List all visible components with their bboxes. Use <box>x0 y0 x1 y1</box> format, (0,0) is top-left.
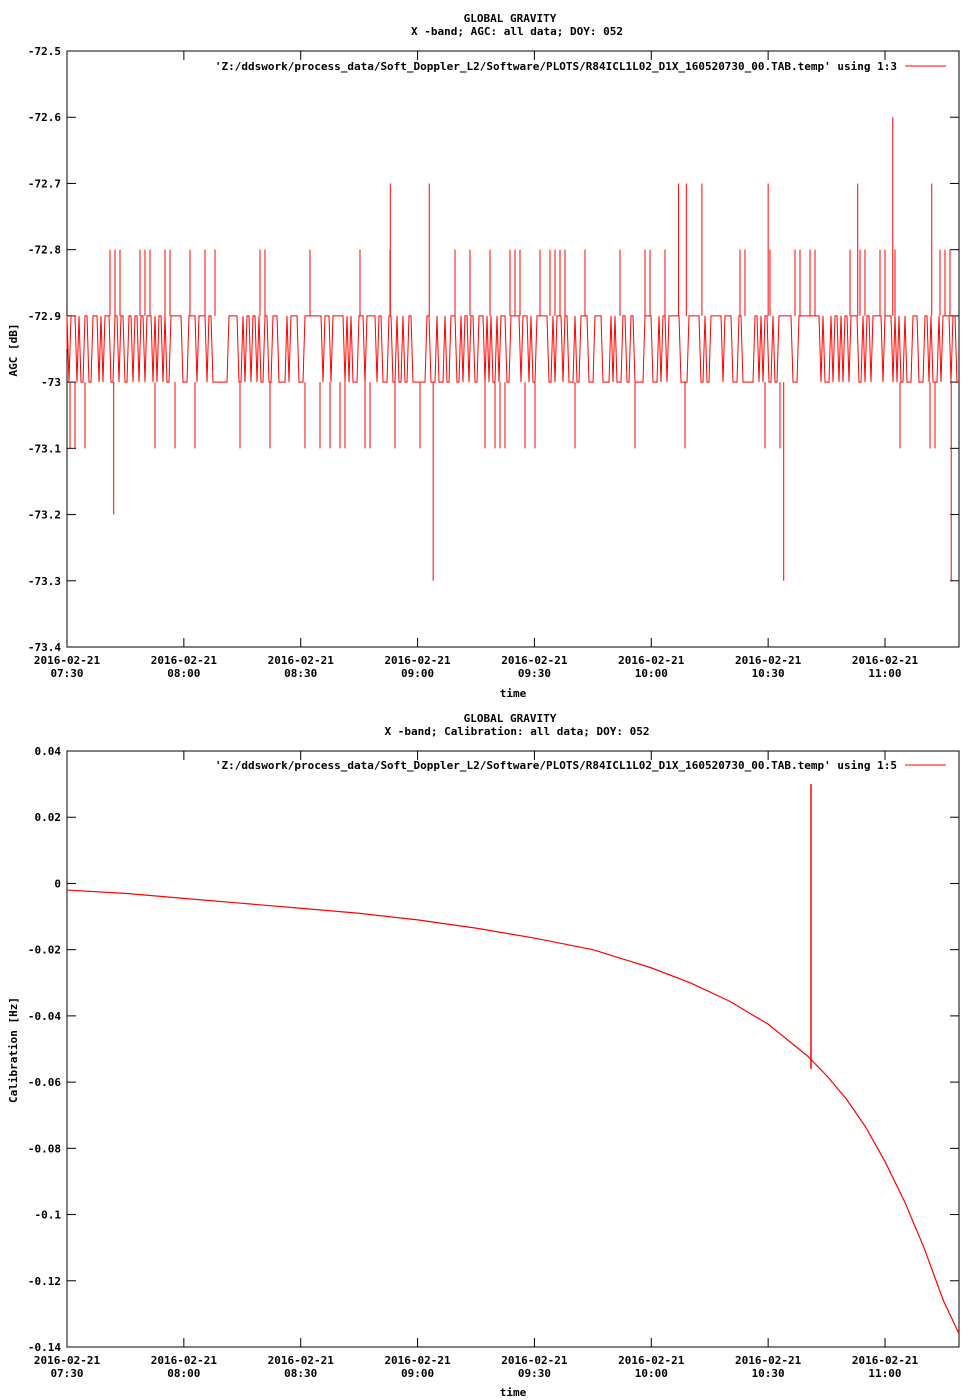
x-tick-label-time: 11:00 <box>868 667 901 680</box>
y-tick-label: -0.08 <box>28 1142 61 1155</box>
x-tick-label-date: 2016-02-21 <box>268 654 335 667</box>
agc-excursions <box>69 249 951 449</box>
y-tick-label: -72.5 <box>28 45 61 58</box>
cal-x-axis-label: time <box>500 1386 527 1399</box>
y-tick-label: -72.7 <box>28 177 61 190</box>
x-tick-label-date: 2016-02-21 <box>34 1354 101 1367</box>
x-tick-label-date: 2016-02-21 <box>501 1354 568 1367</box>
x-tick-label-time: 08:30 <box>284 667 317 680</box>
y-tick-label: -72.8 <box>28 244 61 257</box>
x-tick-label-date: 2016-02-21 <box>852 1354 919 1367</box>
y-tick-label: -0.02 <box>28 944 61 957</box>
agc-panel: GLOBAL GRAVITY X -band; AGC: all data; D… <box>7 12 960 700</box>
x-tick-label-time: 08:30 <box>284 1367 317 1380</box>
y-tick-label: -0.04 <box>28 1010 61 1023</box>
x-tick-label-time: 08:00 <box>167 1367 200 1380</box>
cal-subtitle: X -band; Calibration: all data; DOY: 052 <box>385 725 650 738</box>
x-tick-label-date: 2016-02-21 <box>151 654 218 667</box>
agc-series <box>66 117 959 581</box>
y-tick-label: -0.12 <box>28 1275 61 1288</box>
agc-x-axis-label: time <box>500 687 527 700</box>
x-tick-label-time: 10:30 <box>752 1367 785 1380</box>
cal-y-axis-label: Calibration [Hz] <box>7 997 20 1103</box>
calibration-trace <box>66 889 960 1335</box>
y-tick-label: -0.06 <box>28 1076 61 1089</box>
x-tick-label-date: 2016-02-21 <box>151 1354 218 1367</box>
agc-legend-label: 'Z:/ddswork/process_data/Soft_Doppler_L2… <box>215 60 897 73</box>
x-tick-label-date: 2016-02-21 <box>618 654 685 667</box>
agc-trace <box>66 315 959 383</box>
y-tick-label: -73.4 <box>28 641 61 654</box>
x-tick-label-date: 2016-02-21 <box>268 1354 335 1367</box>
cal-legend-label: 'Z:/ddswork/process_data/Soft_Doppler_L2… <box>215 759 897 772</box>
x-tick-label-time: 10:00 <box>635 1367 668 1380</box>
cal-title: GLOBAL GRAVITY <box>464 712 557 725</box>
agc-x-ticks: 2016-02-2107:302016-02-2108:002016-02-21… <box>34 51 919 680</box>
calibration-panel: GLOBAL GRAVITY X -band; Calibration: all… <box>7 712 960 1399</box>
y-tick-label: -0.1 <box>35 1209 62 1222</box>
x-tick-label-date: 2016-02-21 <box>384 1354 451 1367</box>
agc-title: GLOBAL GRAVITY <box>464 12 557 25</box>
y-tick-label: 0 <box>54 877 61 890</box>
x-tick-label-time: 09:30 <box>518 1367 551 1380</box>
x-tick-label-date: 2016-02-21 <box>384 654 451 667</box>
x-tick-label-time: 09:30 <box>518 667 551 680</box>
y-tick-label: -0.14 <box>28 1341 61 1354</box>
x-tick-label-time: 09:00 <box>401 667 434 680</box>
x-tick-label-date: 2016-02-21 <box>34 654 101 667</box>
y-tick-label: -73.2 <box>28 509 61 522</box>
x-tick-label-time: 07:30 <box>50 667 83 680</box>
y-tick-label: -73.3 <box>28 575 61 588</box>
x-tick-label-time: 10:00 <box>635 667 668 680</box>
agc-subtitle: X -band; AGC: all data; DOY: 052 <box>411 25 623 38</box>
cal-x-ticks: 2016-02-2107:302016-02-2108:002016-02-21… <box>34 751 919 1380</box>
y-tick-label: -73.1 <box>28 442 61 455</box>
x-tick-label-time: 11:00 <box>868 1367 901 1380</box>
agc-y-axis-label: AGC [dB] <box>7 324 20 377</box>
y-tick-label: -72.6 <box>28 111 61 124</box>
x-tick-label-date: 2016-02-21 <box>501 654 568 667</box>
cal-y-ticks: 0.04 0.02 0 -0.02 -0.04 -0.06 -0.08 -0.1 -0.12 -0… <box>28 745 959 1354</box>
x-tick-label-date: 2016-02-21 <box>735 654 802 667</box>
y-tick-label: 0.04 <box>35 745 62 758</box>
x-tick-label-date: 2016-02-21 <box>735 1354 802 1367</box>
agc-y-ticks: -72.5 -72.6 -72.7 -72.8 -72.9 -73 -73.1 -73.2 -7… <box>28 45 959 654</box>
y-tick-label: 0.02 <box>35 811 62 824</box>
x-tick-label-time: 08:00 <box>167 667 200 680</box>
x-tick-label-date: 2016-02-21 <box>618 1354 685 1367</box>
x-tick-label-date: 2016-02-21 <box>852 654 919 667</box>
y-tick-label: -72.9 <box>28 310 61 323</box>
cal-plot-border <box>66 750 960 1348</box>
cal-series <box>66 784 960 1335</box>
y-tick-label: -73 <box>41 376 61 389</box>
agc-plot-border <box>66 50 960 648</box>
x-tick-label-time: 09:00 <box>401 1367 434 1380</box>
x-tick-label-time: 07:30 <box>50 1367 83 1380</box>
x-tick-label-time: 10:30 <box>752 667 785 680</box>
